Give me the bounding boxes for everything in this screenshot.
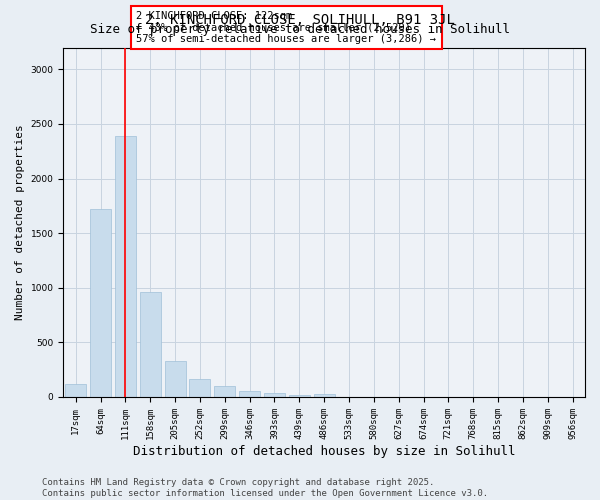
Text: 2 KINCHFORD CLOSE: 122sqm
← 43% of detached houses are smaller (2,529)
57% of se: 2 KINCHFORD CLOSE: 122sqm ← 43% of detac… [136, 11, 436, 44]
Bar [65, 384, 86, 397]
Text: Contains HM Land Registry data © Crown copyright and database right 2025.
Contai: Contains HM Land Registry data © Crown c… [42, 478, 488, 498]
Bar [90, 209, 111, 397]
Text: Size of property relative to detached houses in Solihull: Size of property relative to detached ho… [90, 22, 510, 36]
Bar [214, 386, 235, 397]
Bar [190, 380, 211, 397]
Bar [264, 392, 285, 397]
Bar [239, 391, 260, 397]
Bar [140, 292, 161, 397]
Bar [164, 361, 185, 397]
X-axis label: Distribution of detached houses by size in Solihull: Distribution of detached houses by size … [133, 444, 515, 458]
Bar [289, 395, 310, 397]
Bar [314, 394, 335, 397]
Y-axis label: Number of detached properties: Number of detached properties [15, 124, 25, 320]
Text: 2, KINCHFORD CLOSE, SOLIHULL, B91 3JL: 2, KINCHFORD CLOSE, SOLIHULL, B91 3JL [145, 12, 455, 26]
Bar [115, 136, 136, 397]
